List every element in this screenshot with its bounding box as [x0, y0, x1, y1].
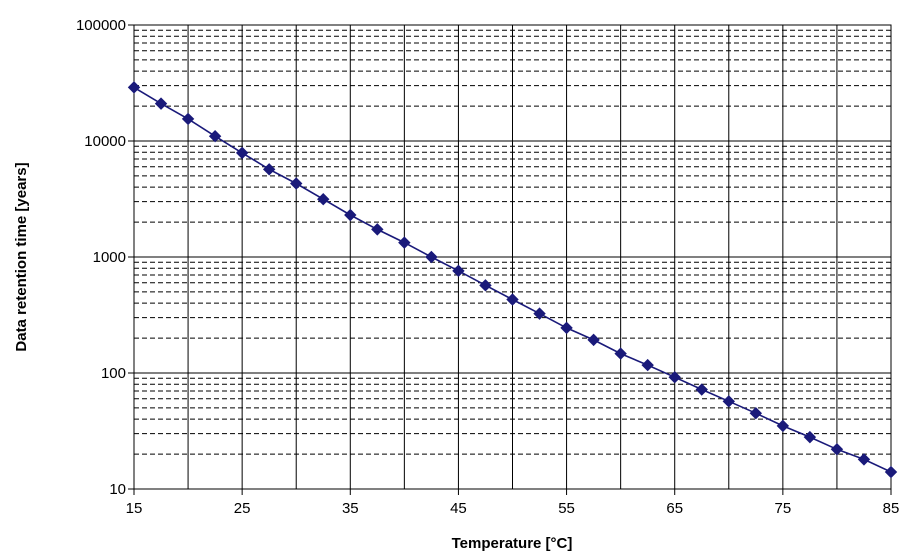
data-point: [749, 407, 763, 420]
data-point: [290, 177, 303, 190]
data-point: [371, 223, 384, 236]
data-point: [208, 129, 222, 143]
data-point: [235, 146, 249, 160]
y-tick-label: 1000: [93, 249, 126, 266]
x-tick-labels: 15 25 35 45 55 65 75 85: [126, 489, 900, 517]
x-tick-label: 35: [342, 500, 359, 517]
data-point: [641, 358, 654, 372]
y-tick-label: 100: [101, 365, 126, 382]
y-tick-label: 10000: [84, 133, 126, 150]
data-point: [479, 279, 492, 292]
data-point: [722, 395, 735, 408]
data-point: [506, 293, 519, 306]
data-point: [344, 208, 357, 222]
data-point: [884, 465, 898, 479]
data-point: [262, 163, 276, 176]
data-point: [154, 97, 168, 110]
data-point: [587, 333, 600, 347]
data-point: [533, 307, 546, 320]
grid: [133, 24, 892, 490]
data-point: [127, 81, 141, 94]
x-tick-label: 45: [450, 500, 467, 517]
data-point: [803, 430, 817, 444]
x-tick-label: 15: [126, 500, 143, 517]
data-point: [776, 419, 790, 433]
data-point: [398, 236, 411, 249]
x-tick-label: 65: [666, 500, 683, 517]
data-point: [181, 112, 195, 126]
y-tick-label: 100000: [76, 17, 126, 34]
y-axis-title: Data retention time [years]: [13, 162, 30, 351]
data-point: [668, 370, 681, 384]
data-point: [425, 250, 438, 264]
data-point: [452, 264, 465, 278]
data-point: [560, 321, 573, 335]
data-point: [857, 453, 871, 466]
data-point: [317, 192, 330, 206]
data-series: [127, 81, 898, 479]
data-point: [830, 443, 844, 456]
x-axis-title: Temperature [°C]: [452, 535, 573, 552]
x-tick-label: 25: [234, 500, 251, 517]
data-point: [614, 347, 627, 360]
y-tick-label: 10: [109, 481, 126, 498]
x-tick-label: 85: [883, 500, 900, 517]
x-tick-label: 55: [558, 500, 575, 517]
y-tick-labels: 10 100 1000 10000 100000: [76, 17, 134, 498]
x-tick-label: 75: [775, 500, 792, 517]
data-point: [695, 383, 708, 396]
